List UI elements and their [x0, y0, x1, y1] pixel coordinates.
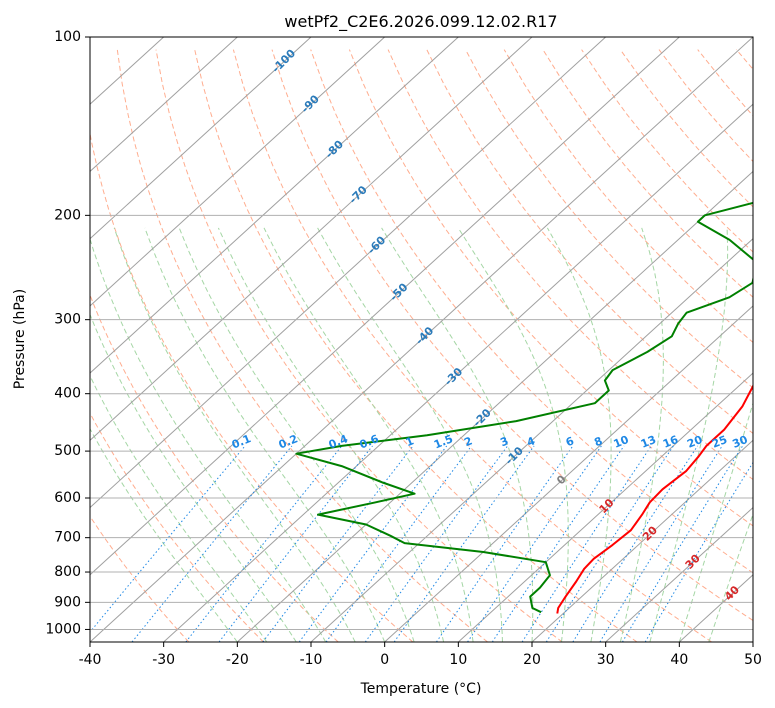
mixing-ratio-line — [435, 445, 574, 642]
moist-adiabat-line — [90, 313, 297, 642]
y-tick-label: 600 — [54, 490, 81, 506]
x-tick-label: 10 — [449, 652, 467, 668]
x-axis-ticks: -40 -30 -20 -10 0 10 20 30 40 50 — [79, 642, 762, 668]
mixing-ratio-label: 10 — [612, 433, 631, 451]
y-tick-label: 800 — [54, 564, 81, 580]
y-axis-label: Pressure (hPa) — [12, 289, 28, 389]
moist-adiabat-line — [90, 237, 327, 642]
mixing-ratio-label: 3 — [498, 434, 510, 449]
x-tick-label: -10 — [300, 652, 323, 668]
mixing-ratio-line — [467, 445, 602, 642]
dry-adiabat-line — [90, 412, 264, 642]
y-tick-label: 1000 — [45, 621, 81, 637]
isotherm-line — [236, 170, 753, 642]
isotherm-line — [605, 506, 753, 642]
mixing-ratio-label: 13 — [639, 433, 658, 451]
y-tick-label: 700 — [54, 530, 81, 546]
dry-adiabat-line — [348, 49, 753, 527]
mixing-ratio-line — [599, 445, 723, 642]
mixing-ratio-label: 1 — [404, 434, 416, 449]
x-tick-label: 50 — [744, 652, 762, 668]
mixing-ratio-line — [644, 461, 753, 642]
mixing-ratio-line — [491, 445, 625, 642]
x-tick-label: 0 — [380, 652, 389, 668]
y-tick-label: 100 — [54, 29, 81, 45]
moist-adiabat-line — [649, 227, 729, 642]
moist-adiabat-line — [217, 227, 445, 642]
x-tick-label: 40 — [670, 652, 688, 668]
isotherm-line — [90, 37, 238, 173]
moist-adiabat-line — [678, 401, 753, 642]
isotherm-line — [90, 37, 312, 240]
y-axis-ticks: 100 200 300 400 500 600 700 800 900 1000 — [45, 29, 90, 637]
mixing-ratio-label: 20 — [685, 433, 704, 451]
moist-adiabat-line — [178, 227, 415, 642]
isotherm-line — [90, 37, 753, 642]
moist-adiabat-line — [90, 427, 238, 642]
dry-adiabat-line — [116, 49, 488, 642]
mixing-ratio-line — [185, 445, 343, 642]
mixing-ratio-label: 2 — [462, 434, 474, 449]
mixing-ratio-line — [262, 445, 414, 642]
y-tick-label: 400 — [54, 386, 81, 402]
y-tick-label: 500 — [54, 443, 81, 459]
mixing-ratio-line — [325, 445, 472, 642]
y-tick-label: 900 — [54, 594, 81, 610]
moist-adiabat-line — [457, 227, 569, 642]
x-tick-label: 30 — [597, 652, 615, 668]
moist-adiabat-line — [263, 227, 474, 642]
dry-adiabat-line — [542, 49, 753, 298]
mixing-ratio-label: 25 — [710, 433, 729, 451]
isotherm-line — [90, 37, 607, 509]
isotherm-line — [163, 103, 753, 642]
x-axis-label: Temperature (°C) — [360, 681, 482, 697]
mixing-ratio-line — [572, 445, 699, 642]
x-tick-label: 20 — [523, 652, 541, 668]
y-tick-label: 300 — [54, 312, 81, 328]
moist-adiabat-line — [546, 227, 612, 642]
mixing-ratio-line — [545, 445, 674, 642]
isotherm-line — [90, 37, 386, 307]
dry-adiabat-line — [194, 49, 638, 642]
mixing-ratio-label: 16 — [661, 433, 680, 451]
mixing-ratio-label: 36 — [751, 433, 770, 451]
plot-frame — [89, 36, 754, 643]
mixing-ratio-label: 30 — [730, 433, 749, 451]
x-tick-label: -40 — [79, 652, 102, 668]
isotherm-line — [90, 37, 680, 576]
pressure-gridlines — [90, 37, 753, 630]
mixing-ratio-line — [298, 445, 448, 642]
dry-adiabat-line — [387, 49, 753, 481]
mixing-ratio-line — [364, 445, 509, 642]
x-tick-label: -20 — [226, 652, 249, 668]
mixing-ratio-label: 8 — [592, 434, 604, 449]
y-tick-label: 200 — [54, 207, 81, 223]
dry-adiabat-line — [465, 49, 753, 389]
isotherm-line — [457, 372, 753, 642]
dry-adiabat-line — [310, 49, 753, 574]
dry-adiabat-line — [155, 49, 563, 642]
mixing-ratio-line — [218, 445, 373, 642]
isotherm-line — [752, 641, 753, 642]
chart-title: wetPf2_C2E6.2026.099.12.02.R17 — [284, 12, 557, 32]
isotherm-line — [90, 37, 533, 442]
mixing-ratio-line — [90, 445, 246, 633]
mixing-ratio-line — [521, 445, 652, 642]
isotherm-line — [531, 439, 753, 642]
series-lines — [295, 201, 753, 614]
x-tick-label: -30 — [152, 652, 175, 668]
isotherm-line — [90, 37, 459, 374]
moist-adiabat-line — [113, 227, 356, 642]
isotherm-line — [384, 305, 753, 642]
background-lines — [90, 37, 753, 642]
dewpoint-line — [295, 201, 753, 614]
dry-adiabat-line — [90, 130, 414, 642]
mixing-ratio-line — [621, 445, 744, 642]
temperature-line — [556, 384, 753, 614]
mixing-ratio-line — [393, 445, 535, 642]
isotherm-line — [310, 237, 753, 642]
moist-adiabat-line — [90, 374, 268, 642]
